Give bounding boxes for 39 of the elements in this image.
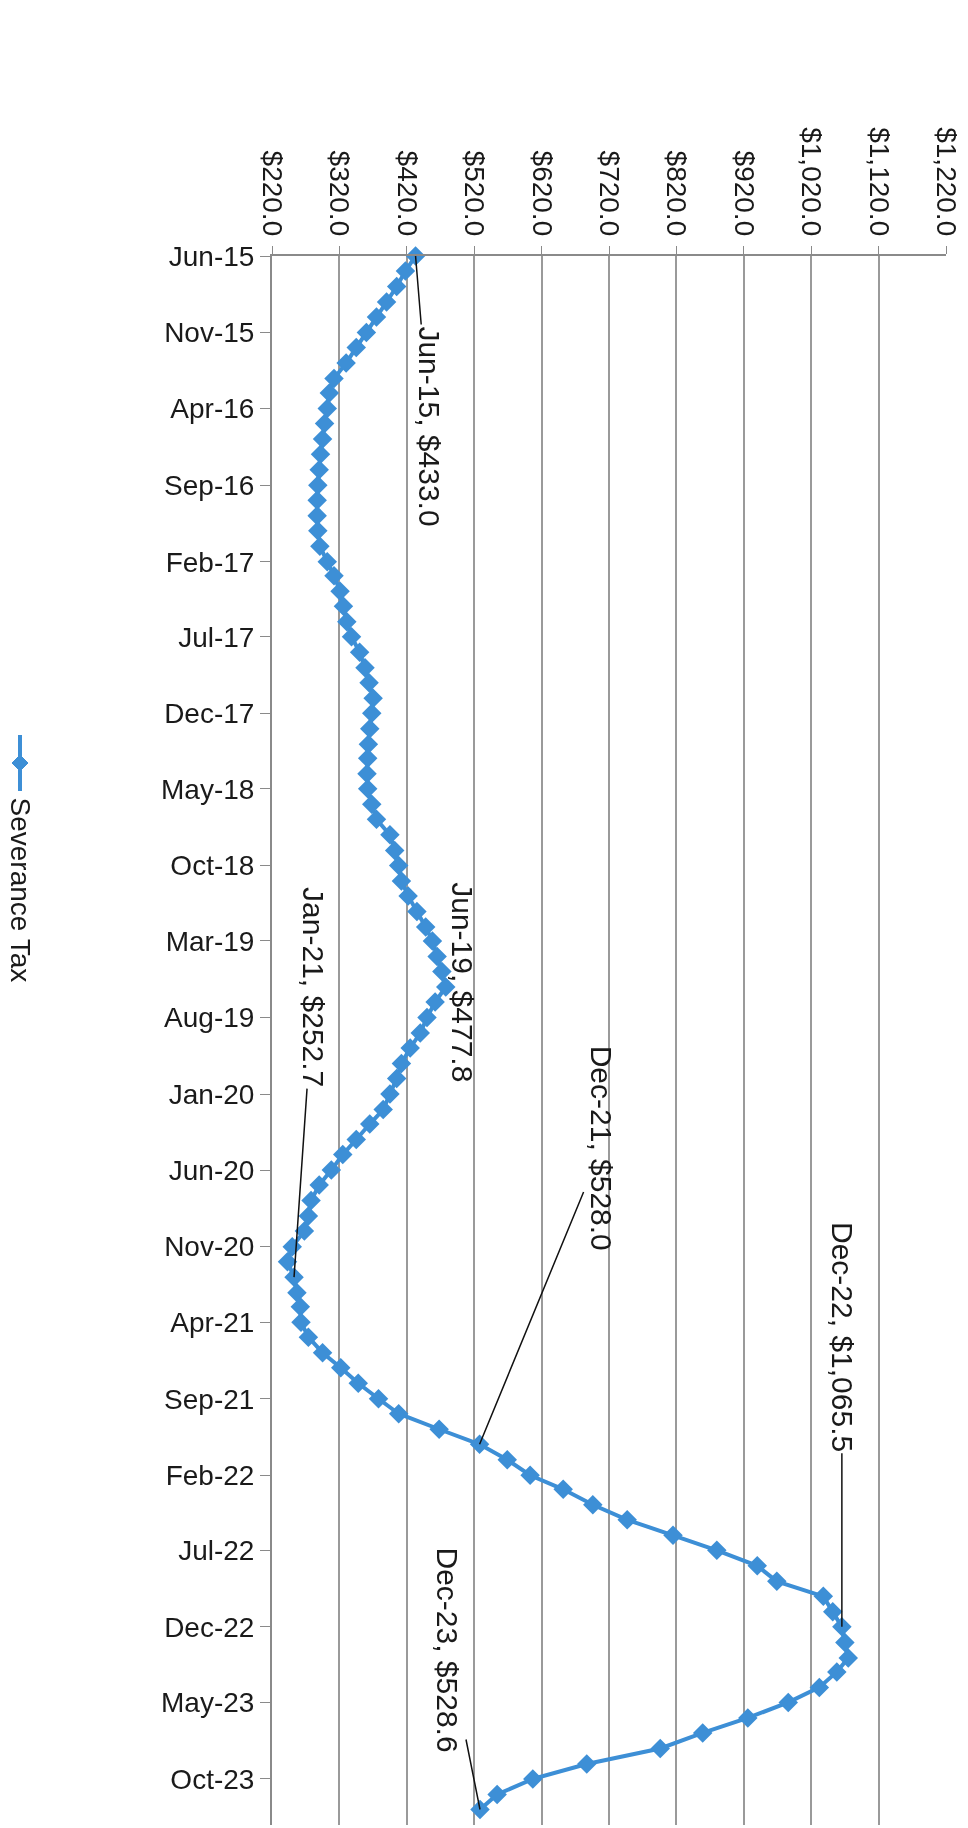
y-tick-label: Feb-22 xyxy=(165,1460,255,1492)
annotation: Dec-21, $528.0 xyxy=(584,1045,618,1251)
x-tick-label: $620.0 xyxy=(526,150,558,237)
y-tick-label: Dec-17 xyxy=(164,698,255,730)
y-tick-label: Apr-21 xyxy=(170,1306,255,1338)
y-tick-label: Nov-20 xyxy=(164,1231,255,1263)
y-tick-label: Feb-17 xyxy=(165,546,255,578)
y-tick-label: Sep-16 xyxy=(164,469,255,501)
x-tick-label: $1,020.0 xyxy=(796,127,828,237)
y-tick-label: May-23 xyxy=(161,1687,255,1719)
y-tick-label: Jan-20 xyxy=(168,1078,255,1110)
annotation: Jun-15, $433.0 xyxy=(412,326,446,527)
y-tick-label: Aug-19 xyxy=(164,1002,255,1034)
annotation: Dec-23, $528.6 xyxy=(431,1547,465,1753)
y-tick-label: Mar-19 xyxy=(165,925,255,957)
annotation: Jan-21, $252.7 xyxy=(297,887,331,1088)
y-tick-label: Sep-21 xyxy=(164,1383,255,1415)
y-tick-label: Apr-16 xyxy=(170,393,255,425)
y-tick-label: Dec-22 xyxy=(164,1611,255,1643)
y-tick-label: Oct-23 xyxy=(170,1763,255,1795)
y-tick-label: Jun-15 xyxy=(168,240,255,272)
x-tick-label: $220.0 xyxy=(256,150,288,237)
x-tick-label: $720.0 xyxy=(593,150,625,237)
x-tick-label: $320.0 xyxy=(324,150,356,237)
y-tick-label: May-18 xyxy=(161,773,255,805)
annotation: Dec-22, $1,065.5 xyxy=(825,1222,859,1453)
y-tick-label: Jun-20 xyxy=(168,1154,255,1186)
x-tick-label: $520.0 xyxy=(459,150,491,237)
legend-label: Severance Tax xyxy=(4,797,36,983)
x-tick-label: $820.0 xyxy=(661,150,693,237)
x-tick-label: $1,220.0 xyxy=(930,127,962,237)
annotation: Jun-19, $477.8 xyxy=(445,882,479,1083)
y-tick-label: Jul-22 xyxy=(178,1535,255,1567)
y-tick-label: Jul-17 xyxy=(178,621,255,653)
y-tick-label: Oct-18 xyxy=(170,850,255,882)
x-tick-label: $420.0 xyxy=(391,150,423,237)
x-tick-label: $920.0 xyxy=(728,150,760,237)
x-tick-label: $1,120.0 xyxy=(863,127,895,237)
y-tick-label: Nov-15 xyxy=(164,317,255,349)
